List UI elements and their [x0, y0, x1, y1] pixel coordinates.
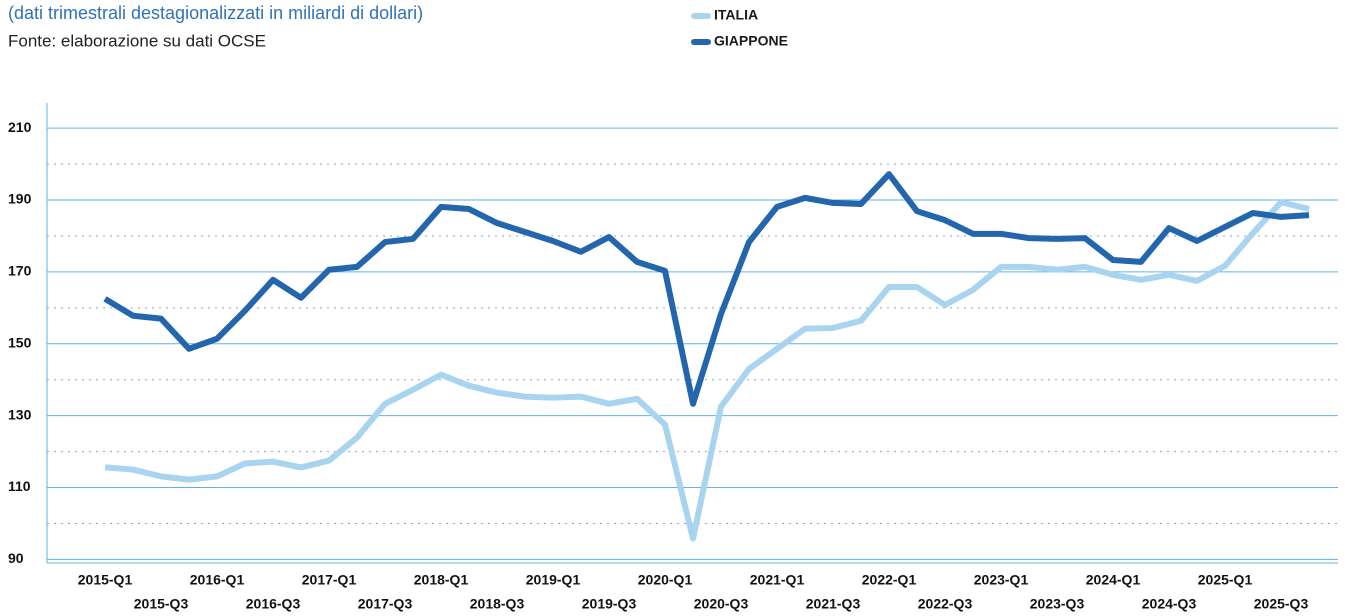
- x-tick-label: 2018-Q3: [470, 596, 525, 612]
- x-tick-label: 2022-Q1: [862, 572, 917, 588]
- legend-label: GIAPPONE: [714, 33, 788, 49]
- x-tick-label: 2015-Q3: [134, 596, 189, 612]
- x-tick-label: 2019-Q3: [582, 596, 637, 612]
- y-tick-label: 90: [8, 550, 24, 566]
- x-tick-label: 2022-Q3: [918, 596, 973, 612]
- x-tick-label: 2021-Q3: [806, 596, 861, 612]
- x-tick-label: 2023-Q1: [974, 572, 1029, 588]
- x-tick-label: 2023-Q3: [1030, 596, 1085, 612]
- x-tick-label: 2019-Q1: [526, 572, 581, 588]
- x-tick-label: 2018-Q1: [414, 572, 469, 588]
- x-tick-label: 2017-Q1: [302, 572, 357, 588]
- x-tick-label: 2024-Q1: [1086, 572, 1141, 588]
- line-series: [103, 171, 1310, 407]
- x-tick-label: 2016-Q1: [190, 572, 245, 588]
- x-tick-label: 2024-Q3: [1142, 596, 1197, 612]
- x-tick-label: 2020-Q3: [694, 596, 749, 612]
- y-tick-label: 190: [8, 191, 32, 207]
- x-tick-label: 2021-Q1: [750, 572, 805, 588]
- y-tick-label: 130: [8, 406, 32, 422]
- legend-label: ITALIA: [714, 7, 758, 23]
- chart-source: Fonte: elaborazione su dati OCSE: [8, 31, 266, 50]
- x-tick-label: 2016-Q3: [246, 596, 301, 612]
- x-tick-label: 2025-Q1: [1198, 572, 1253, 588]
- y-tick-label: 110: [8, 478, 31, 494]
- line-series: [104, 199, 1310, 542]
- y-tick-label: 210: [8, 119, 32, 135]
- chart-subtitle: (dati trimestrali destagionalizzati in m…: [8, 3, 423, 23]
- x-tick-label: 2017-Q3: [358, 596, 413, 612]
- y-tick-label: 170: [8, 263, 32, 279]
- x-tick-label: 2020-Q1: [638, 572, 693, 588]
- y-tick-label: 150: [8, 334, 32, 350]
- x-tick-label: 2015-Q1: [78, 572, 133, 588]
- x-tick-label: 2025-Q3: [1254, 596, 1309, 612]
